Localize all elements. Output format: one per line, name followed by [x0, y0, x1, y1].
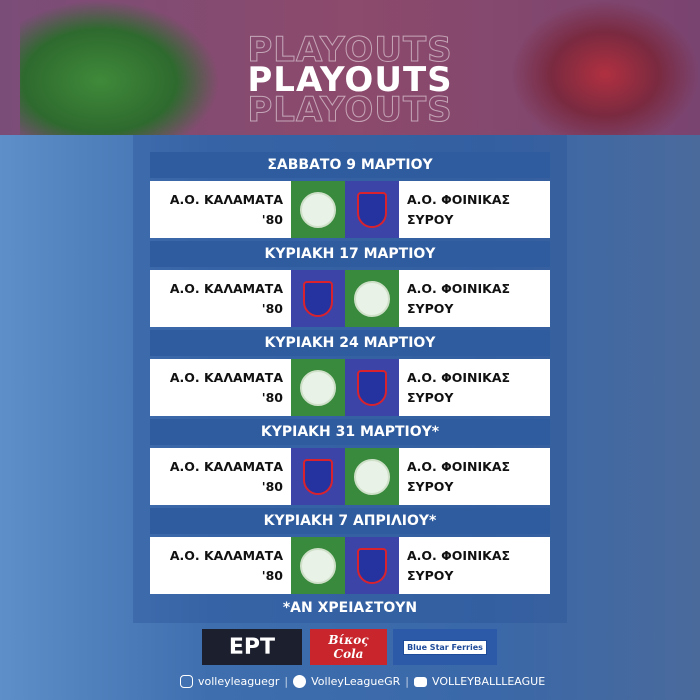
match-row: Α.Ο. ΚΑΛΑΜΑΤΑ '80 Α.Ο. ΦΟΙΝΙΚΑΣ ΣΥΡΟΥ: [150, 181, 550, 238]
syros-logo: [345, 359, 399, 416]
instagram-icon: [180, 675, 193, 688]
away-team-suffix: ΣΥΡΟΥ: [407, 389, 454, 405]
home-team-suffix: '80: [261, 300, 283, 316]
home-team-name: Α.Ο. ΚΑΛΑΜΑΤΑ: [169, 280, 283, 296]
home-team: Α.Ο. ΚΑΛΑΜΑΤΑ '80: [150, 181, 291, 238]
syros-shield-icon: [357, 547, 387, 584]
away-team: Α.Ο. ΦΟΙΝΙΚΑΣ ΣΥΡΟΥ: [399, 181, 540, 238]
away-team: Α.Ο. ΦΟΙΝΙΚΑΣ ΣΥΡΟΥ: [399, 359, 540, 416]
title-outline-top: PLAYOUTS: [247, 30, 453, 71]
kalamata-team-photo: [20, 0, 220, 135]
syros-logo: [345, 537, 399, 594]
divider: |: [284, 675, 289, 688]
home-team-name: Α.Ο. ΚΑΛΑΜΑΤΑ: [169, 547, 283, 563]
kalamata-logo: [345, 448, 399, 505]
away-team-suffix: ΣΥΡΟΥ: [407, 211, 454, 227]
sponsor-vikos-logo: Βίκος Cola: [310, 629, 387, 665]
instagram-handle[interactable]: volleyleaguegr: [198, 675, 280, 688]
youtube-handle[interactable]: VOLLEYBALLLEAGUE: [431, 675, 546, 688]
match-date: ΚΥΡΙΑΚΗ 7 ΑΠΡΙΛΙΟΥ*: [150, 508, 550, 534]
away-team-suffix: ΣΥΡΟΥ: [407, 478, 454, 494]
home-team-name: Α.Ο. ΚΑΛΑΜΑΤΑ: [169, 458, 283, 474]
title: PLAYOUTS: [247, 60, 453, 100]
syros-shield-icon: [357, 369, 387, 406]
away-team-suffix: ΣΥΡΟΥ: [407, 567, 454, 583]
kalamata-logo: [291, 181, 345, 238]
away-team: Α.Ο. ΦΟΙΝΙΚΑΣ ΣΥΡΟΥ: [399, 537, 540, 594]
vikos-text: Βίκος: [328, 633, 369, 647]
match-row: Α.Ο. ΚΑΛΑΜΑΤΑ '80 Α.Ο. ΦΟΙΝΙΚΑΣ ΣΥΡΟΥ: [150, 270, 550, 327]
away-team-name: Α.Ο. ΦΟΙΝΙΚΑΣ: [407, 191, 511, 207]
facebook-handle[interactable]: VolleyLeagueGR: [311, 675, 401, 688]
syros-logo: [291, 270, 345, 327]
syros-logo: [291, 448, 345, 505]
away-team-name: Α.Ο. ΦΟΙΝΙΚΑΣ: [407, 369, 511, 385]
match-date: ΚΥΡΙΑΚΗ 31 ΜΑΡΤΙΟΥ*: [150, 419, 550, 445]
bluestar-text: Blue Star Ferries: [403, 639, 487, 655]
match-row: Α.Ο. ΚΑΛΑΜΑΤΑ '80 Α.Ο. ΦΟΙΝΙΚΑΣ ΣΥΡΟΥ: [150, 448, 550, 505]
kalamata-crest-icon: [300, 547, 336, 584]
home-team-suffix: '80: [261, 389, 283, 405]
match-row: Α.Ο. ΚΑΛΑΜΑΤΑ '80 Α.Ο. ΦΟΙΝΙΚΑΣ ΣΥΡΟΥ: [150, 537, 550, 594]
match-date: ΚΥΡΙΑΚΗ 17 ΜΑΡΤΙΟΥ: [150, 241, 550, 267]
match-date: ΣΑΒΒΑΤΟ 9 ΜΑΡΤΙΟΥ: [150, 152, 550, 178]
kalamata-logo: [291, 359, 345, 416]
away-team-name: Α.Ο. ΦΟΙΝΙΚΑΣ: [407, 280, 511, 296]
home-team: Α.Ο. ΚΑΛΑΜΑΤΑ '80: [150, 537, 291, 594]
syros-shield-icon: [303, 280, 333, 317]
kalamata-logo: [345, 270, 399, 327]
home-team: Α.Ο. ΚΑΛΑΜΑΤΑ '80: [150, 270, 291, 327]
title-outline-bottom: PLAYOUTS: [247, 90, 453, 131]
syros-logo: [345, 181, 399, 238]
home-team-suffix: '80: [261, 211, 283, 227]
sponsor-bluestar-logo: Blue Star Ferries: [393, 629, 497, 665]
divider: |: [405, 675, 409, 688]
syros-shield-icon: [303, 458, 333, 495]
facebook-icon: [293, 675, 307, 688]
syros-team-photo: [510, 0, 700, 135]
syros-shield-icon: [357, 191, 387, 228]
youtube-icon: [413, 676, 427, 687]
footnote: *ΑΝ ΧΡΕΙΑΣΤΟΥΝ: [282, 600, 418, 616]
match-date: ΚΥΡΙΑΚΗ 24 ΜΑΡΤΙΟΥ: [150, 330, 550, 356]
home-team: Α.Ο. ΚΑΛΑΜΑΤΑ '80: [150, 359, 291, 416]
header-banner: PLAYOUTS PLAYOUTS PLAYOUTS: [0, 0, 700, 135]
home-team-suffix: '80: [261, 478, 283, 494]
sponsor-ert-logo: ΕΡΤ: [202, 629, 302, 665]
away-team-suffix: ΣΥΡΟΥ: [407, 300, 454, 316]
kalamata-crest-icon: [354, 280, 390, 317]
away-team: Α.Ο. ΦΟΙΝΙΚΑΣ ΣΥΡΟΥ: [399, 448, 540, 505]
home-team-name: Α.Ο. ΚΑΛΑΜΑΤΑ: [169, 369, 283, 385]
cola-text: Cola: [333, 647, 364, 661]
social-links: volleyleaguegr | VolleyLeagueGR | VOLLEYBA…: [180, 675, 545, 688]
kalamata-crest-icon: [300, 369, 336, 406]
home-team-suffix: '80: [261, 567, 283, 583]
kalamata-logo: [291, 537, 345, 594]
away-team-name: Α.Ο. ΦΟΙΝΙΚΑΣ: [407, 547, 511, 563]
kalamata-crest-icon: [300, 191, 336, 228]
match-row: Α.Ο. ΚΑΛΑΜΑΤΑ '80 Α.Ο. ΦΟΙΝΙΚΑΣ ΣΥΡΟΥ: [150, 359, 550, 416]
home-team: Α.Ο. ΚΑΛΑΜΑΤΑ '80: [150, 448, 291, 505]
kalamata-crest-icon: [354, 458, 390, 495]
away-team: Α.Ο. ΦΟΙΝΙΚΑΣ ΣΥΡΟΥ: [399, 270, 540, 327]
away-team-name: Α.Ο. ΦΟΙΝΙΚΑΣ: [407, 458, 511, 474]
home-team-name: Α.Ο. ΚΑΛΑΜΑΤΑ: [169, 191, 283, 207]
